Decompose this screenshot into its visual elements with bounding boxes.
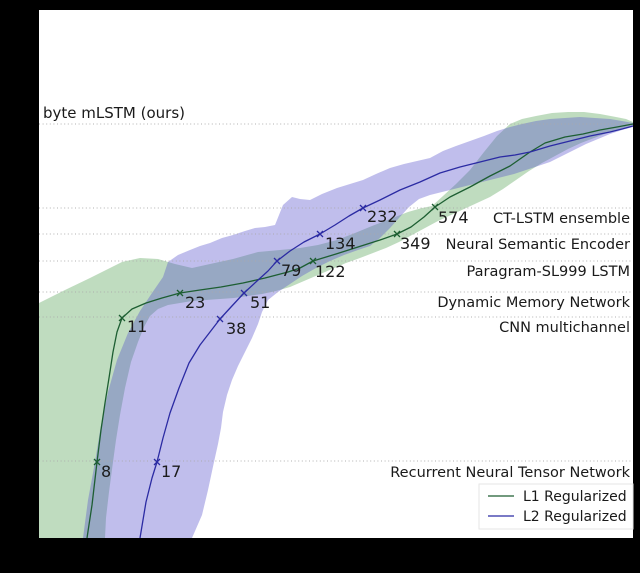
l1-regularized-annotation-8: 8	[101, 462, 111, 481]
benchmark-label-ct-lstm-ensemble: CT-LSTM ensemble	[493, 211, 630, 227]
legend-box	[478, 483, 634, 530]
l1-regularized-annotation-574: 574	[438, 208, 469, 227]
l2-regularized-marker-79	[273, 257, 281, 265]
l2-regularized-marker-51	[240, 289, 248, 297]
l1-regularized-confidence-band	[39, 112, 633, 538]
l2-regularized-marker-38	[216, 315, 224, 323]
l2-regularized-annotation-38: 38	[226, 319, 246, 338]
l1-regularized-line	[86, 123, 633, 538]
l2-regularized-marker-134	[316, 230, 324, 238]
l2-regularized-annotation-134: 134	[325, 234, 356, 253]
benchmark-label-paragram-sl999-lstm: Paragram-SL999 LSTM	[467, 264, 630, 280]
l1-regularized-marker-11	[118, 314, 126, 322]
l1-regularized-annotation-11: 11	[127, 317, 147, 336]
legend-label-l2-regularized: L2 Regularized	[523, 509, 627, 525]
benchmark-label-neural-semantic-encoder: Neural Semantic Encoder	[446, 237, 630, 253]
l1-regularized-marker-23	[176, 289, 184, 297]
l2-regularized-marker-17	[153, 458, 161, 466]
l1-regularized-marker-122	[309, 257, 317, 265]
l1-regularized-marker-574	[431, 203, 439, 211]
l2-regularized-confidence-band	[83, 117, 633, 538]
legend-label-l1-regularized: L1 Regularized	[523, 489, 627, 505]
l2-regularized-annotation-232: 232	[367, 207, 398, 226]
l2-regularized-marker-232	[359, 204, 367, 212]
l1-regularized-annotation-122: 122	[315, 262, 346, 281]
plot-area	[39, 10, 633, 538]
l2-regularized-annotation-51: 51	[250, 293, 270, 312]
l1-regularized-marker-8	[93, 458, 101, 466]
benchmark-label-byte-mlstm: byte mLSTM (ours)	[43, 104, 185, 122]
l2-regularized-annotation-17: 17	[161, 462, 181, 481]
benchmark-label-recurrent-neural-tensor-network: Recurrent Neural Tensor Network	[390, 465, 630, 481]
l1-regularized-annotation-23: 23	[185, 293, 205, 312]
benchmark-label-dynamic-memory-network: Dynamic Memory Network	[437, 295, 630, 311]
legend: L1 Regularized L2 Regularized	[478, 483, 634, 530]
l2-regularized-annotation-79: 79	[281, 261, 301, 280]
l1-regularized-annotation-349: 349	[400, 234, 431, 253]
l1-regularized-marker-349	[393, 230, 401, 238]
benchmark-label-cnn-multichannel: CNN multichannel	[499, 320, 630, 336]
